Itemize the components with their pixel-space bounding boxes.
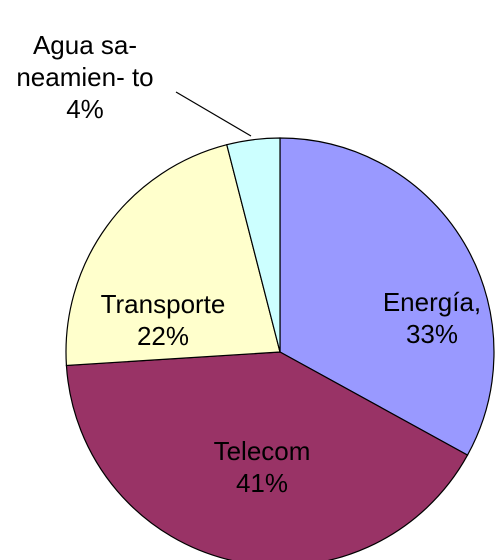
value-label: 22% <box>136 321 190 351</box>
value-label: 4% <box>66 94 104 124</box>
category-label: Energía, <box>382 287 482 317</box>
data-label: Agua sa- neamien- to 4% <box>10 29 160 125</box>
category-label: Agua sa- neamien- to <box>16 30 154 92</box>
pie-slice <box>226 137 281 353</box>
pie-slice <box>65 351 469 560</box>
data-label: Transporte 22% <box>83 288 243 352</box>
category-label: Transporte <box>100 289 226 319</box>
leader-line <box>175 91 252 137</box>
value-label: 33% <box>405 319 459 349</box>
pie-slice <box>65 143 281 367</box>
value-label: 41% <box>235 468 289 498</box>
data-label: Telecom 41% <box>162 435 362 499</box>
pie-slice <box>279 137 495 456</box>
data-label: Energía, 33% <box>362 286 502 350</box>
category-label: Telecom <box>213 436 311 466</box>
